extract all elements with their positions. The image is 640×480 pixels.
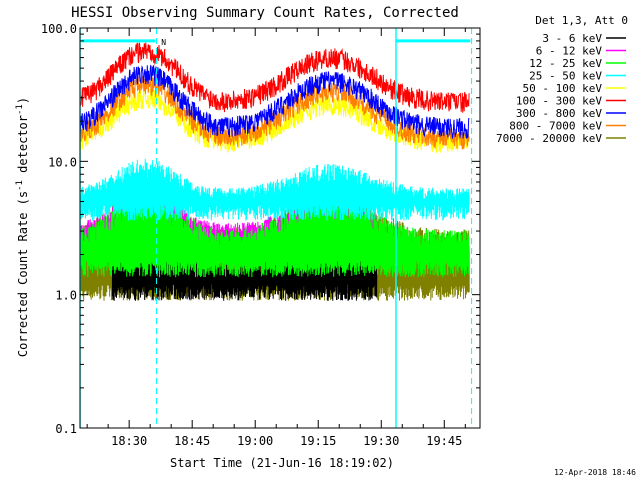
plot-area: N [80, 28, 473, 428]
y-label-sup2: -1 [15, 104, 25, 115]
axis-ticks: 18:30 18:45 19:00 19:15 19:30 19:45 0.1 1.0 10.0… [41, 22, 480, 448]
series-300-800-kev [80, 64, 470, 140]
series-trace [80, 193, 470, 278]
x-tick-label: 18:45 [174, 434, 210, 448]
chart-title: HESSI Observing Summary Count Rates, Cor… [71, 5, 459, 21]
y-label-end: ) [16, 97, 30, 104]
y-label-mid: detector [16, 115, 30, 180]
series-12-25-kev [80, 193, 470, 278]
x-tick-label: 18:30 [111, 434, 147, 448]
flag-label: N [161, 38, 166, 47]
y-label-main: Corrected Count Rate (s [16, 191, 30, 357]
legend-label: 12 - 25 keV [529, 57, 602, 70]
series-trace [80, 42, 470, 113]
y-tick-label: 0.1 [55, 422, 77, 436]
timestamp: 12-Apr-2018 18:46 [554, 468, 636, 477]
axes [79, 27, 481, 429]
series-100-300-kev [80, 42, 470, 113]
legend-label: 800 - 7000 keV [509, 120, 602, 133]
series-trace [80, 74, 470, 150]
y-tick-label: 1.0 [55, 289, 77, 303]
legend-label: 3 - 6 keV [542, 32, 602, 45]
legend-label: 100 - 300 keV [516, 95, 602, 108]
plot-frame [79, 27, 481, 429]
y-label-sup1: -1 [15, 180, 25, 191]
svg-text:Corrected Count Rate (s-1 dete: Corrected Count Rate (s-1 detector-1) [15, 97, 30, 357]
series-25-50-kev [80, 158, 470, 221]
y-tick-label: 100.0 [41, 22, 77, 36]
x-tick-label: 19:15 [300, 434, 336, 448]
legend-label: 50 - 100 keV [523, 82, 603, 95]
x-tick-label: 19:30 [363, 434, 399, 448]
x-axis-label: Start Time (21-Jun-16 18:19:02) [170, 456, 394, 470]
legend-label: 7000 - 20000 keV [496, 132, 602, 145]
x-tick-label: 19:45 [426, 434, 462, 448]
y-axis-label: Corrected Count Rate (s-1 detector-1) [15, 97, 30, 357]
legend-label: 300 - 800 keV [516, 107, 602, 120]
legend-header: Det 1,3, Att 0 [535, 14, 628, 27]
legend-label: 25 - 50 keV [529, 70, 602, 83]
y-tick-label: 10.0 [48, 155, 77, 169]
series-800-7000-kev [80, 74, 470, 150]
series-trace [80, 158, 470, 221]
series-trace [80, 64, 470, 140]
legend-label: 6 - 12 keV [536, 45, 603, 58]
x-tick-label: 19:00 [237, 434, 273, 448]
